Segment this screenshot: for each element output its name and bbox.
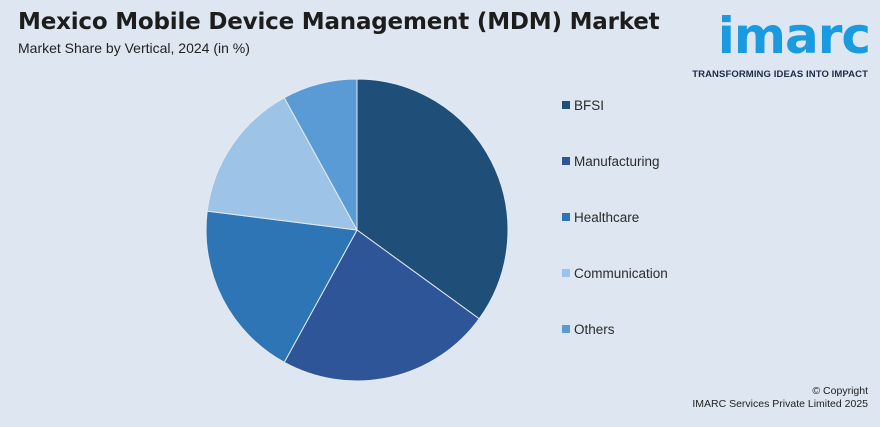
legend-label-healthcare: Healthcare [574, 210, 640, 225]
legend-item-manufacturing: Manufacturing [562, 154, 660, 174]
copyright-line-2: IMARC Services Private Limited 2025 [692, 398, 868, 410]
legend-swatch-bfsi [562, 101, 570, 109]
legend-label-bfsi: BFSI [574, 98, 605, 113]
legend-label-communication: Communication [574, 266, 668, 281]
imarc-logo: imarc TRANSFORMING IDEAS INTO IMPACT [692, 6, 871, 86]
legend-label-manufacturing: Manufacturing [574, 154, 660, 169]
chart-title: Mexico Mobile Device Management (MDM) Ma… [18, 9, 660, 35]
logo-tagline: TRANSFORMING IDEAS INTO IMPACT [692, 69, 868, 80]
legend-item-healthcare: Healthcare [562, 210, 639, 230]
legend-swatch-healthcare [562, 213, 570, 221]
chart-subtitle: Market Share by Vertical, 2024 (in %) [18, 40, 250, 56]
copyright-line-1: © Copyright [812, 385, 868, 397]
legend-item-others: Others [562, 322, 615, 342]
legend-item-bfsi: BFSI [562, 98, 604, 118]
pie-slice-healthcare [205, 210, 358, 363]
logo-wordmark: imarc [717, 7, 871, 65]
legend-swatch-communication [562, 269, 570, 277]
pie-slice-bfsi [356, 78, 509, 320]
copyright-notice: © Copyright IMARC Services Private Limit… [692, 385, 868, 411]
legend-label-others: Others [574, 322, 615, 337]
legend-swatch-others [562, 325, 570, 333]
legend-swatch-manufacturing [562, 157, 570, 165]
pie-slice-communication [206, 97, 358, 231]
pie-slice-others [283, 78, 358, 231]
legend-item-communication: Communication [562, 266, 668, 286]
pie-slice-manufacturing [283, 229, 480, 382]
